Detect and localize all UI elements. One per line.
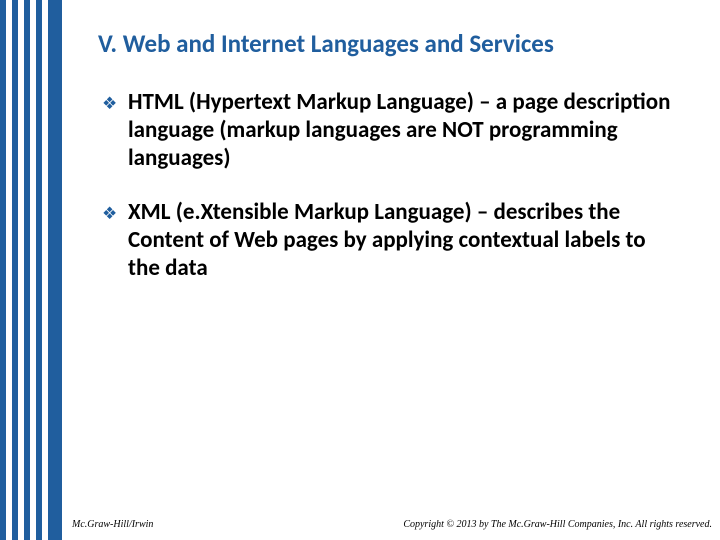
left-stripe-decoration: [0, 0, 62, 540]
stripe-9: [48, 0, 62, 540]
list-item: ❖ XML (e.Xtensible Markup Language) – de…: [100, 198, 675, 282]
list-item: ❖ HTML (Hypertext Markup Language) – a p…: [100, 88, 675, 172]
bullet-text: XML (e.Xtensible Markup Language) – desc…: [128, 198, 675, 282]
footer-publisher: Mc.Graw-Hill/Irwin: [72, 519, 153, 530]
slide-title: V. Web and Internet Languages and Servic…: [98, 30, 700, 59]
bullet-list: ❖ HTML (Hypertext Markup Language) – a p…: [100, 88, 675, 308]
footer-copyright: Copyright © 2013 by The Mc.Graw-Hill Com…: [403, 519, 712, 530]
diamond-bullet-icon: ❖: [102, 205, 117, 222]
bullet-text: HTML (Hypertext Markup Language) – a pag…: [128, 88, 675, 172]
diamond-bullet-icon: ❖: [102, 95, 117, 112]
slide: V. Web and Internet Languages and Servic…: [0, 0, 720, 540]
